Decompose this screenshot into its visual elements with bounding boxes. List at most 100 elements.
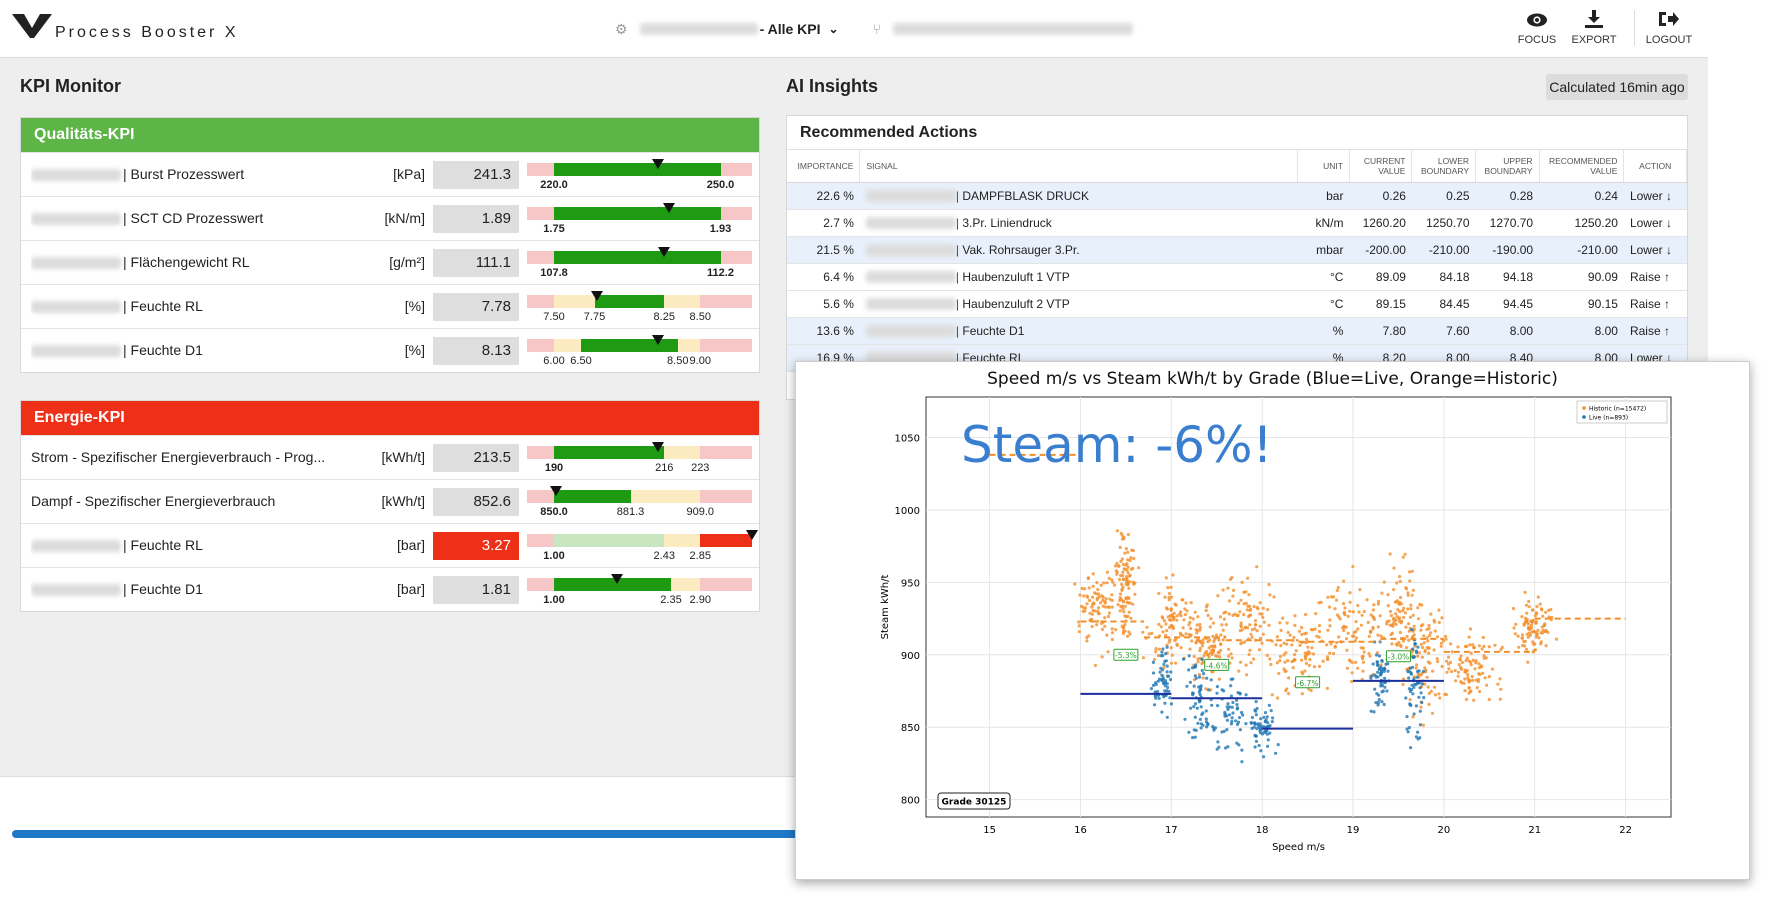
historic-point — [1391, 622, 1395, 626]
historic-point — [1244, 590, 1248, 594]
kpi-name: | Flächengewicht RL — [31, 241, 351, 284]
historic-point — [1409, 607, 1413, 611]
historic-point — [1525, 632, 1529, 636]
historic-point — [1123, 614, 1127, 618]
column-header[interactable]: IMPORTANCE — [787, 150, 861, 183]
live-point — [1213, 726, 1218, 730]
historic-point — [1426, 685, 1430, 689]
historic-point — [1317, 624, 1322, 628]
historic-point — [1166, 615, 1170, 619]
column-header[interactable]: SIGNAL — [859, 150, 1298, 183]
historic-point — [1087, 586, 1091, 590]
live-point — [1253, 733, 1257, 738]
column-header[interactable]: UPPER BOUNDARY — [1475, 150, 1540, 183]
kpi-row[interactable]: | Flächengewicht RL [g/m²] 111.1 107.8 112.2 — [21, 240, 759, 284]
historic-point — [1536, 628, 1540, 632]
kpi-row[interactable]: | Burst Prozesswert [kPa] 241.3 220.0 250.0 — [21, 152, 759, 196]
live-point — [1216, 740, 1220, 744]
historic-point — [1131, 548, 1135, 553]
focus-button[interactable]: FOCUS — [1510, 10, 1564, 46]
historic-point — [1406, 593, 1410, 597]
historic-point — [1204, 608, 1208, 613]
table-row[interactable]: 6.4 % | Haubenzuluft 1 VTP °C 89.09 84.18 94.… — [787, 263, 1687, 291]
historic-point — [1345, 648, 1349, 652]
unit-cell: °C — [1297, 263, 1350, 291]
historic-point — [1378, 614, 1382, 618]
kpi-name-text: Strom - Spezifischer Energieverbrauch - … — [31, 449, 326, 465]
gauge-segment — [664, 534, 701, 547]
column-header[interactable]: LOWER BOUNDARY — [1411, 150, 1477, 183]
blurred-signal-id — [865, 298, 956, 311]
kpi-unit: [kWh/t] — [381, 449, 425, 465]
historic-point — [1125, 578, 1129, 582]
column-header[interactable]: UNIT — [1297, 150, 1350, 183]
historic-point — [1196, 629, 1200, 633]
historic-point — [1211, 651, 1215, 655]
kpi-name-text: | Flächengewicht RL — [123, 254, 250, 270]
historic-point — [1278, 659, 1282, 663]
historic-point — [1337, 635, 1341, 639]
historic-point — [1169, 585, 1173, 589]
historic-point — [1392, 616, 1396, 620]
historic-point — [1411, 588, 1415, 592]
table-row[interactable]: 2.7 % | 3.Pr. Liniendruck kN/m 1260.20 1250.… — [787, 209, 1687, 237]
table-row[interactable]: 22.6 % | DAMPFBLASK DRUCK bar 0.26 0.25 0.28 0… — [787, 182, 1687, 210]
historic-point — [1107, 611, 1111, 615]
historic-point — [1358, 588, 1362, 592]
column-header[interactable]: ACTION — [1623, 150, 1687, 183]
historic-point — [1268, 593, 1272, 597]
chevron-down-icon[interactable]: ⌄ — [828, 22, 839, 36]
historic-point — [1171, 626, 1176, 631]
historic-point — [1252, 605, 1256, 609]
live-point — [1162, 662, 1166, 666]
column-header[interactable]: CURRENT VALUE — [1349, 150, 1413, 183]
kpi-row[interactable]: Strom - Spezifischer Energieverbrauch - … — [21, 435, 759, 479]
table-row[interactable]: 13.6 % | Feuchte D1% 7.80 7.60 8.00 8.00 Raise… — [787, 317, 1687, 345]
historic-point — [1132, 556, 1136, 561]
column-header[interactable]: RECOMMENDED VALUE — [1539, 150, 1625, 183]
live-point — [1420, 700, 1424, 705]
historic-point — [1220, 623, 1224, 627]
historic-point — [1129, 556, 1133, 560]
live-point — [1163, 701, 1167, 705]
historic-point — [1298, 643, 1302, 647]
logout-button[interactable]: LOGOUT — [1642, 10, 1696, 46]
historic-point — [1487, 675, 1491, 679]
export-button[interactable]: EXPORT — [1567, 10, 1621, 46]
legend-label: Live (n=893) — [1589, 415, 1628, 422]
table-row[interactable]: 21.5 % | Vak. Rohrsauger 3.Pr. mbar -200.00… — [787, 236, 1687, 264]
context-selector[interactable]: ⚙ - Alle KPI ⌄ ⑂ — [615, 18, 1133, 40]
historic-point — [1523, 616, 1527, 620]
recommended-cell: 90.15 — [1539, 290, 1624, 318]
table-row[interactable]: 5.6 % | Haubenzuluft 2 VTP °C 89.15 84.45 94.… — [787, 290, 1687, 318]
kpi-row[interactable]: | Feuchte D1 [%] 8.13 6.00 6.50 8.50 9.00 — [21, 328, 759, 372]
historic-point — [1390, 631, 1394, 635]
historic-point — [1450, 650, 1454, 654]
historic-point — [1121, 570, 1125, 574]
kpi-range-gauge: 1.00 2.43 2.85 — [527, 530, 758, 564]
kpi-row[interactable]: | Feuchte RL [%] 7.78 7.50 7.75 8.25 8.50 — [21, 284, 759, 328]
historic-point — [1426, 639, 1430, 643]
kpi-row[interactable]: | SCT CD Prozesswert [kN/m] 1.89 1.75 1.93 — [21, 196, 759, 240]
upper-cell: 94.18 — [1475, 263, 1540, 291]
kpi-row[interactable]: | Feuchte RL [bar] 3.27 1.00 2.43 2.85 — [21, 523, 759, 567]
historic-point — [1342, 628, 1346, 633]
historic-point — [1288, 633, 1292, 637]
historic-point — [1192, 654, 1196, 659]
historic-point — [1478, 689, 1482, 694]
live-point — [1256, 724, 1260, 728]
live-point — [1225, 728, 1229, 732]
kpi-row[interactable]: Dampf - Spezifischer Energieverbrauch [kW… — [21, 479, 759, 523]
historic-point — [1197, 673, 1201, 677]
historic-point — [1536, 595, 1540, 599]
kpi-row[interactable]: | Feuchte D1 [bar] 1.81 1.00 2.35 2.90 — [21, 567, 759, 611]
historic-point — [1184, 632, 1188, 636]
chart-popup[interactable]: Speed m/s vs Steam kWh/t by Grade (Blue=… — [795, 361, 1750, 880]
live-point — [1268, 731, 1272, 735]
historic-point — [1470, 678, 1475, 683]
historic-point — [1493, 643, 1497, 647]
gauge-segment — [527, 295, 554, 308]
historic-point — [1157, 622, 1161, 626]
historic-point — [1361, 669, 1365, 673]
historic-point — [1228, 599, 1232, 603]
